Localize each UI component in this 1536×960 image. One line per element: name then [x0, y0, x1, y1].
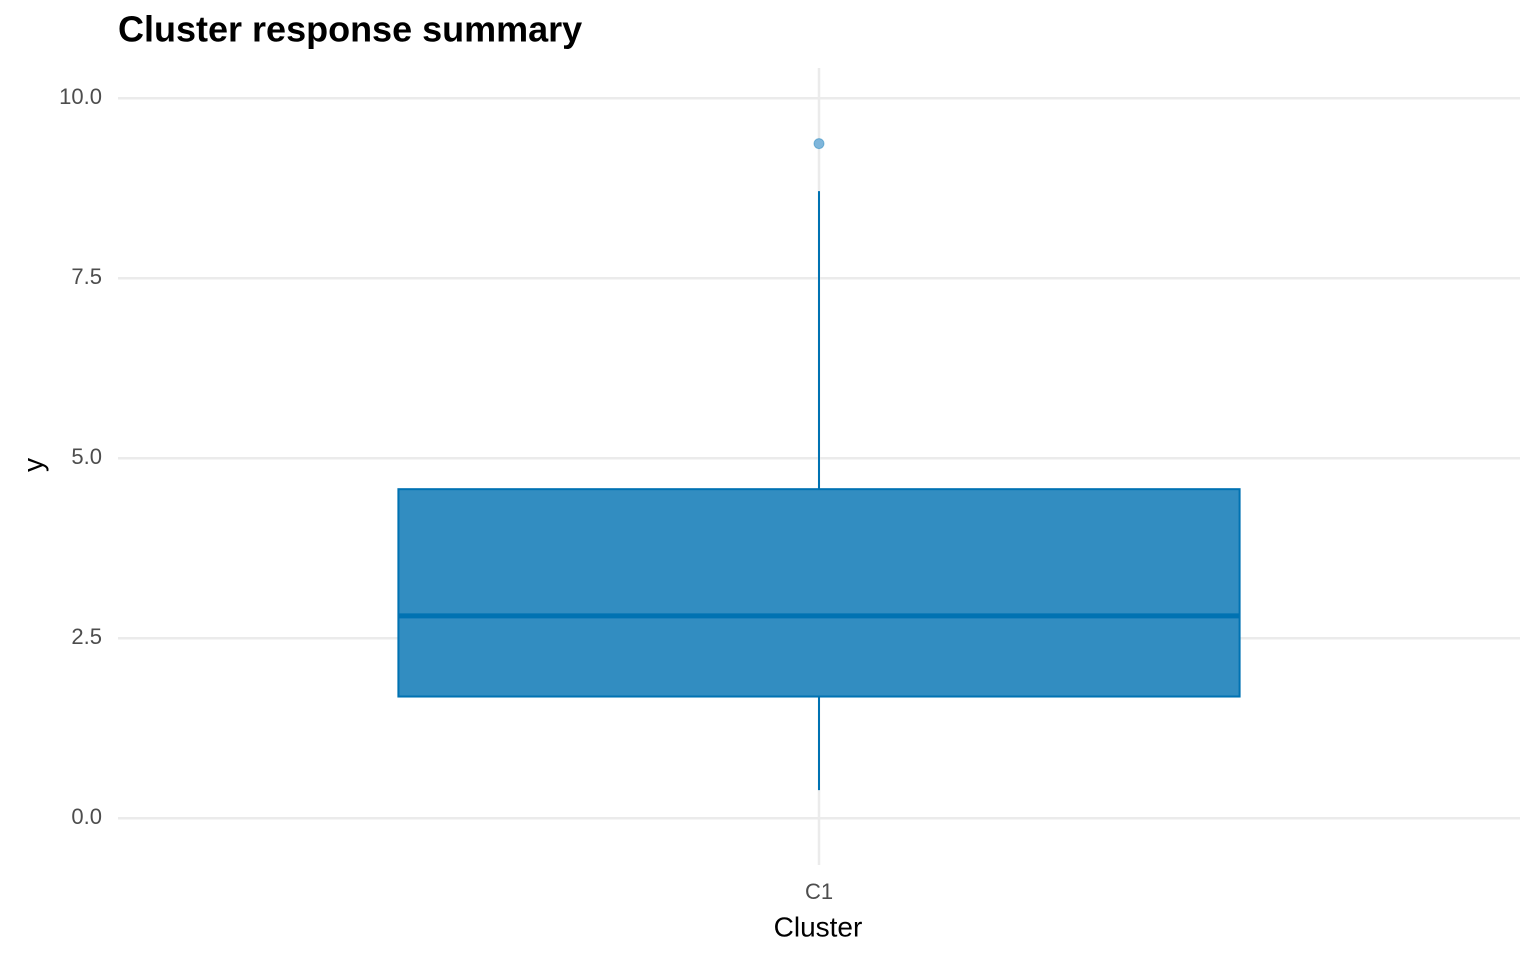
y-tick-label: 10.0: [59, 84, 102, 109]
y-tick-label: 5.0: [71, 444, 102, 469]
y-axis-title: y: [17, 458, 48, 472]
x-tick-label: C1: [805, 879, 833, 904]
y-tick-label: 7.5: [71, 264, 102, 289]
y-tick-label: 2.5: [71, 624, 102, 649]
chart-title: Cluster response summary: [118, 9, 582, 50]
y-tick-label: 0.0: [71, 804, 102, 829]
box: [397, 488, 1241, 698]
outlier: [813, 138, 825, 150]
x-axis-title: Cluster: [774, 911, 863, 942]
